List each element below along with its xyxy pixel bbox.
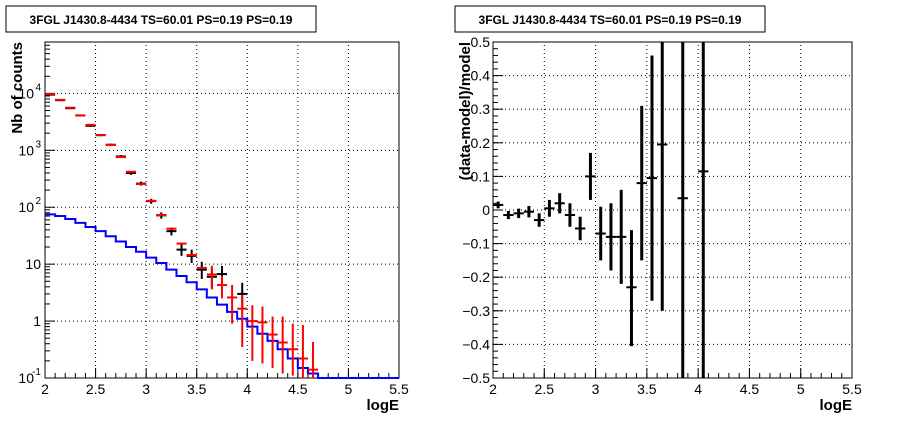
residual-point bbox=[493, 201, 504, 209]
residual-point bbox=[657, 42, 668, 311]
x-tick-label: 2 bbox=[489, 381, 497, 397]
residual-point bbox=[554, 193, 565, 214]
y-tick-label: 10 bbox=[18, 370, 34, 386]
x-tick-label: 3.5 bbox=[187, 381, 207, 397]
plot-frame bbox=[44, 41, 400, 379]
residual-point bbox=[626, 230, 637, 347]
model-point bbox=[257, 306, 268, 364]
residual-point bbox=[575, 216, 586, 241]
x-tick-label: 3 bbox=[592, 381, 600, 397]
y-tick-label: 10 bbox=[25, 256, 41, 272]
residual-point bbox=[636, 105, 647, 261]
x-tick-label: 4 bbox=[243, 381, 251, 397]
y-tick-label: −0.3 bbox=[462, 303, 490, 319]
x-tick-label: 5 bbox=[345, 381, 353, 397]
x-tick-label: 5.5 bbox=[389, 381, 409, 397]
y-tick-exponent: 4 bbox=[35, 82, 41, 93]
y-tick-label: −0.4 bbox=[462, 336, 490, 352]
x-tick-label: 2 bbox=[41, 381, 49, 397]
residual-point bbox=[698, 42, 709, 378]
y-tick-label: 0 bbox=[482, 202, 490, 218]
x-tick-label: 4 bbox=[694, 381, 702, 397]
series-marks bbox=[45, 93, 399, 379]
residual-point bbox=[595, 206, 606, 261]
model-point bbox=[237, 294, 248, 348]
x-axis-title: logE bbox=[820, 397, 853, 414]
x-tick-label: 4.5 bbox=[740, 381, 760, 397]
series-line bbox=[45, 213, 399, 379]
residual-point bbox=[677, 42, 688, 378]
model-point bbox=[216, 275, 228, 299]
model-point bbox=[267, 316, 278, 368]
y-tick-label: −0.5 bbox=[462, 370, 490, 386]
data-point bbox=[176, 244, 187, 256]
y-tick-label: 10 bbox=[18, 142, 34, 158]
residual-panel: 3FGL J1430.8-4434 TS=60.01 PS=0.19 PS=0.… bbox=[454, 5, 862, 414]
plot-frame bbox=[492, 41, 853, 379]
y-tick-label: 0.2 bbox=[471, 135, 491, 151]
y-tick-label: 0.3 bbox=[471, 101, 491, 117]
title-box bbox=[5, 5, 317, 33]
x-tick-label: 3.5 bbox=[637, 381, 657, 397]
x-tick-label: 5 bbox=[797, 381, 805, 397]
model-point bbox=[277, 316, 288, 374]
y-tick-label: 10 bbox=[18, 199, 34, 215]
counts-panel: 3FGL J1430.8-4434 TS=60.01 PS=0.19 PS=0.… bbox=[5, 5, 409, 414]
chart-title: 3FGL J1430.8-4434 TS=60.01 PS=0.19 PS=0.… bbox=[30, 13, 293, 27]
y-tick-label: 0.5 bbox=[471, 34, 491, 50]
model-point bbox=[287, 323, 298, 376]
x-tick-label: 5.5 bbox=[842, 381, 862, 397]
model-point bbox=[297, 325, 308, 378]
residual-point bbox=[534, 213, 545, 227]
x-tick-label: 4.5 bbox=[288, 381, 308, 397]
axis-ticks: 2 2.5 3 3.5 4 4.5 5 5.5 −0.5 −0.4 −0.3 −0.2 −0.1 0 0.1… bbox=[462, 34, 862, 397]
series-marks bbox=[493, 42, 709, 378]
residual-point bbox=[503, 211, 514, 220]
title-box bbox=[454, 5, 766, 33]
residual-point bbox=[585, 152, 596, 200]
y-tick-label: −0.2 bbox=[462, 269, 490, 285]
residual-point bbox=[605, 203, 617, 271]
x-tick-label: 2.5 bbox=[535, 381, 555, 397]
chart-title: 3FGL J1430.8-4434 TS=60.01 PS=0.19 PS=0.… bbox=[479, 13, 742, 27]
data-point bbox=[186, 249, 197, 263]
model-point bbox=[227, 285, 238, 324]
residual-point bbox=[646, 55, 658, 301]
y-tick-label: 0.1 bbox=[471, 168, 491, 184]
residual-point bbox=[564, 203, 576, 227]
residual-point bbox=[544, 199, 555, 217]
x-tick-label: 3 bbox=[142, 381, 150, 397]
residual-point bbox=[513, 208, 524, 219]
y-tick-exponent: -1 bbox=[32, 367, 41, 378]
residual-point bbox=[523, 205, 535, 218]
x-axis-title: logE bbox=[367, 397, 400, 414]
y-tick-exponent: 3 bbox=[35, 139, 41, 150]
y-tick-label: 10 bbox=[18, 85, 34, 101]
x-tick-label: 2.5 bbox=[86, 381, 106, 397]
grid bbox=[45, 42, 399, 378]
y-tick-label: −0.1 bbox=[462, 236, 490, 252]
y-tick-label: 0.4 bbox=[471, 68, 491, 84]
data-point bbox=[196, 261, 207, 279]
residual-point bbox=[616, 189, 627, 284]
y-tick-label: 1 bbox=[33, 313, 41, 329]
model-point bbox=[206, 265, 217, 290]
model-point bbox=[247, 305, 258, 361]
y-tick-exponent: 2 bbox=[35, 196, 41, 207]
model-point bbox=[307, 341, 319, 378]
y-axis-title: (data-model)/model bbox=[457, 42, 474, 180]
y-axis-title: Nb of counts bbox=[9, 42, 26, 134]
grid bbox=[493, 42, 852, 378]
